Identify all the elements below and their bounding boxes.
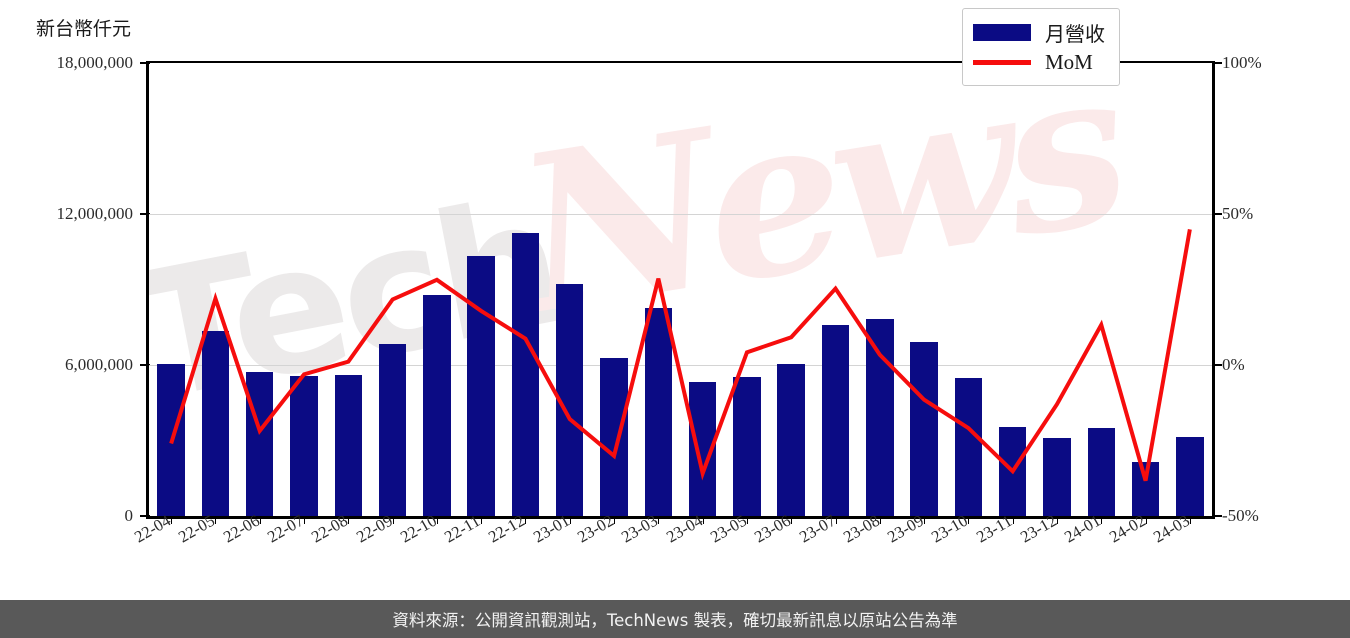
bar [821, 325, 850, 516]
secondary-y-axis-tick-label: 0% [1222, 355, 1245, 374]
x-axis-tick-mark [481, 516, 483, 524]
x-axis-tick-mark [746, 516, 748, 524]
bar [1176, 437, 1204, 516]
y-axis-line [146, 63, 149, 516]
footer-source-text: 資料來源：公開資訊觀測站，TechNews 製表，確切最新訊息以原站公告為準 [392, 611, 958, 630]
secondary-y-axis-tick-mark [1212, 515, 1222, 517]
secondary-y-axis-tick-label: -50% [1222, 506, 1259, 525]
x-axis-line [146, 516, 1215, 519]
mom-line-path [169, 229, 1192, 482]
y-axis-tick-label: 18,000,000 [56, 53, 134, 72]
plot-area: Tech News [146, 61, 1215, 519]
plot-top-border [146, 61, 1215, 63]
x-axis-tick-mark [614, 516, 616, 524]
x-axis-tick-mark [304, 516, 306, 524]
gridline [149, 214, 1212, 215]
x-axis-tick-mark [348, 516, 350, 524]
x-axis-tick-mark [791, 516, 793, 524]
y-axis-tick-mark [140, 62, 150, 64]
bar [954, 378, 983, 516]
x-axis-tick-mark [835, 516, 837, 524]
y-axis-unit-caption: 新台幣仟元 [36, 18, 132, 40]
bar [511, 233, 540, 516]
secondary-y-axis-tick-mark [1212, 364, 1222, 366]
y-axis-tick-label: 6,000,000 [65, 355, 133, 374]
bar [378, 343, 407, 516]
x-axis-tick-mark [924, 516, 926, 524]
x-axis-tick-mark [525, 516, 527, 524]
legend-label-mom: MoM [1045, 49, 1093, 74]
legend-item-mom: MoM [973, 47, 1105, 77]
legend-bar-swatch-icon [973, 23, 1031, 41]
x-axis-tick-mark [215, 516, 217, 524]
bar [245, 371, 274, 516]
x-axis-tick-mark [1189, 516, 1191, 524]
y-axis-tick-mark [140, 364, 150, 366]
bar [910, 341, 938, 516]
secondary-y-axis-tick-mark [1212, 213, 1222, 215]
bar [733, 376, 761, 516]
bar [201, 331, 230, 516]
bar [1087, 427, 1115, 516]
bar [467, 255, 495, 516]
x-axis-tick-mark [259, 516, 261, 524]
x-axis-tick-mark [702, 516, 704, 524]
secondary-y-axis-tick-label: 100% [1222, 53, 1262, 72]
bar [334, 374, 363, 516]
bar [1043, 438, 1071, 516]
bar [777, 363, 805, 516]
x-axis-tick-mark [1056, 516, 1058, 524]
y-axis-tick-label: 12,000,000 [56, 204, 134, 223]
secondary-y-axis-tick-label: 50% [1222, 204, 1254, 223]
x-axis-tick-mark [171, 516, 173, 524]
legend-item-revenue: 月營收 [973, 17, 1105, 47]
x-axis-tick-mark [879, 516, 881, 524]
bar [423, 295, 451, 516]
legend-label-revenue: 月營收 [1045, 21, 1105, 46]
secondary-y-axis-tick-mark [1212, 62, 1222, 64]
bar [290, 376, 318, 516]
footer-bar: 資料來源：公開資訊觀測站，TechNews 製表，確切最新訊息以原站公告為準 [0, 600, 1350, 638]
x-axis-tick-mark [658, 516, 660, 524]
x-axis-tick-mark [392, 516, 394, 524]
x-axis-tick-mark [968, 516, 970, 524]
x-axis-tick-label: 22-04 [131, 510, 174, 547]
secondary-y-axis-line [1212, 63, 1215, 516]
y-axis-tick-mark [140, 515, 150, 517]
mom-line-series [169, 229, 1192, 482]
x-axis-tick-mark [436, 516, 438, 524]
legend-line-swatch-icon [973, 59, 1031, 65]
chart-legend: 月營收 MoM [962, 8, 1120, 86]
x-axis-tick-mark [1012, 516, 1014, 524]
x-axis-tick-mark [569, 516, 571, 524]
bar [644, 307, 673, 516]
gridline [149, 365, 1212, 366]
x-axis-tick-mark [1101, 516, 1103, 524]
bar [600, 358, 628, 516]
y-axis-tick-label: 0 [124, 506, 134, 525]
y-axis-tick-mark [140, 213, 150, 215]
x-axis-tick-mark [1145, 516, 1147, 524]
